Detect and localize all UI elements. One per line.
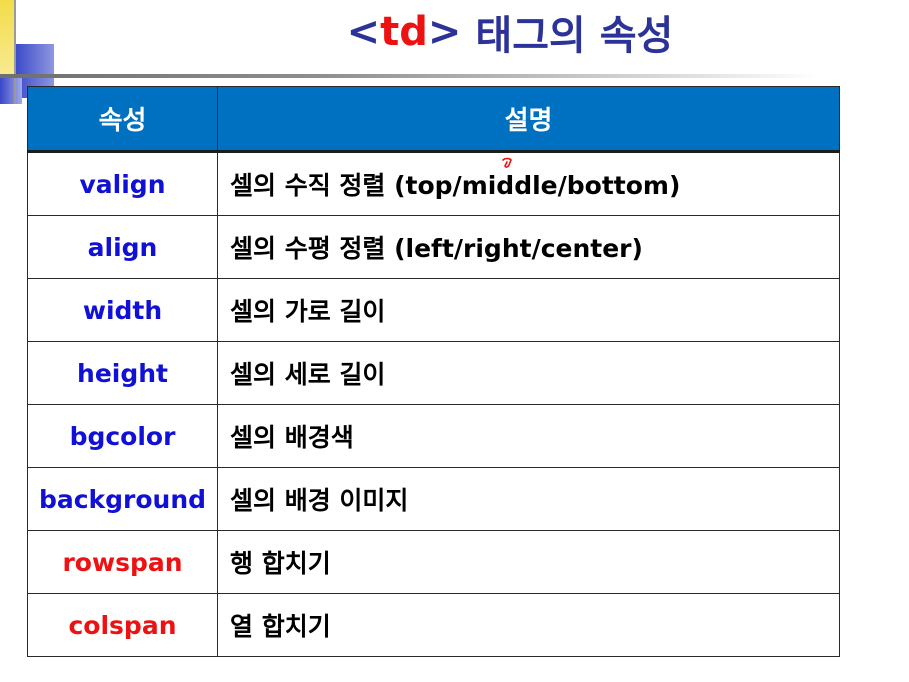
title-close-bracket: > xyxy=(427,9,462,55)
attr-name-cell: width xyxy=(27,278,218,342)
attr-name-cell: valign xyxy=(27,151,218,216)
table-row: valign 셀의 수직 정렬 (top/middle/bottom) xyxy=(27,151,840,216)
attr-name-cell: rowspan xyxy=(27,530,218,594)
attr-desc-cell: 셀의 수직 정렬 (top/middle/bottom) xyxy=(217,151,840,216)
attr-desc-cell: 셀의 수평 정렬 (left/right/center) xyxy=(217,215,840,279)
attr-name-cell: background xyxy=(27,467,218,531)
table-row: background 셀의 배경 이미지 xyxy=(27,467,840,531)
table-row: width 셀의 가로 길이 xyxy=(27,278,840,342)
header-description: 설명 xyxy=(217,86,840,153)
table-row: bgcolor 셀의 배경색 xyxy=(27,404,840,468)
title-tag-name: td xyxy=(380,9,428,55)
table-row: align 셀의 수평 정렬 (left/right/center) xyxy=(27,215,840,279)
decor-blue-block-small xyxy=(0,74,22,104)
table-header-row: 속성 설명 xyxy=(27,86,840,153)
header-attribute: 속성 xyxy=(27,86,218,153)
title-suffix: 태그의 속성 xyxy=(475,13,674,59)
table-row: height 셀의 세로 길이 xyxy=(27,341,840,405)
attribute-table: 속성 설명 valign 셀의 수직 정렬 (top/middle/bottom… xyxy=(27,86,840,657)
attr-name-cell: height xyxy=(27,341,218,405)
decor-vertical-line xyxy=(14,0,16,104)
attr-desc-cell: 셀의 세로 길이 xyxy=(217,341,840,405)
attr-name-cell: align xyxy=(27,215,218,279)
table-row: rowspan 행 합치기 xyxy=(27,530,840,594)
slide-title: < td > 태그의 속성 xyxy=(300,2,720,62)
attr-name-cell: bgcolor xyxy=(27,404,218,468)
attr-desc-cell: 행 합치기 xyxy=(217,530,840,594)
red-pen-annotation-icon xyxy=(502,157,512,168)
attr-desc-cell: 셀의 배경색 xyxy=(217,404,840,468)
attr-desc-cell: 열 합치기 xyxy=(217,593,840,657)
attr-name-cell: colspan xyxy=(27,593,218,657)
attr-desc-cell: 셀의 배경 이미지 xyxy=(217,467,840,531)
decor-yellow-bar xyxy=(0,0,14,86)
decor-horizontal-line xyxy=(0,74,820,78)
table-row: colspan 열 합치기 xyxy=(27,593,840,657)
title-open-bracket: < xyxy=(346,9,381,55)
attr-desc-cell: 셀의 가로 길이 xyxy=(217,278,840,342)
